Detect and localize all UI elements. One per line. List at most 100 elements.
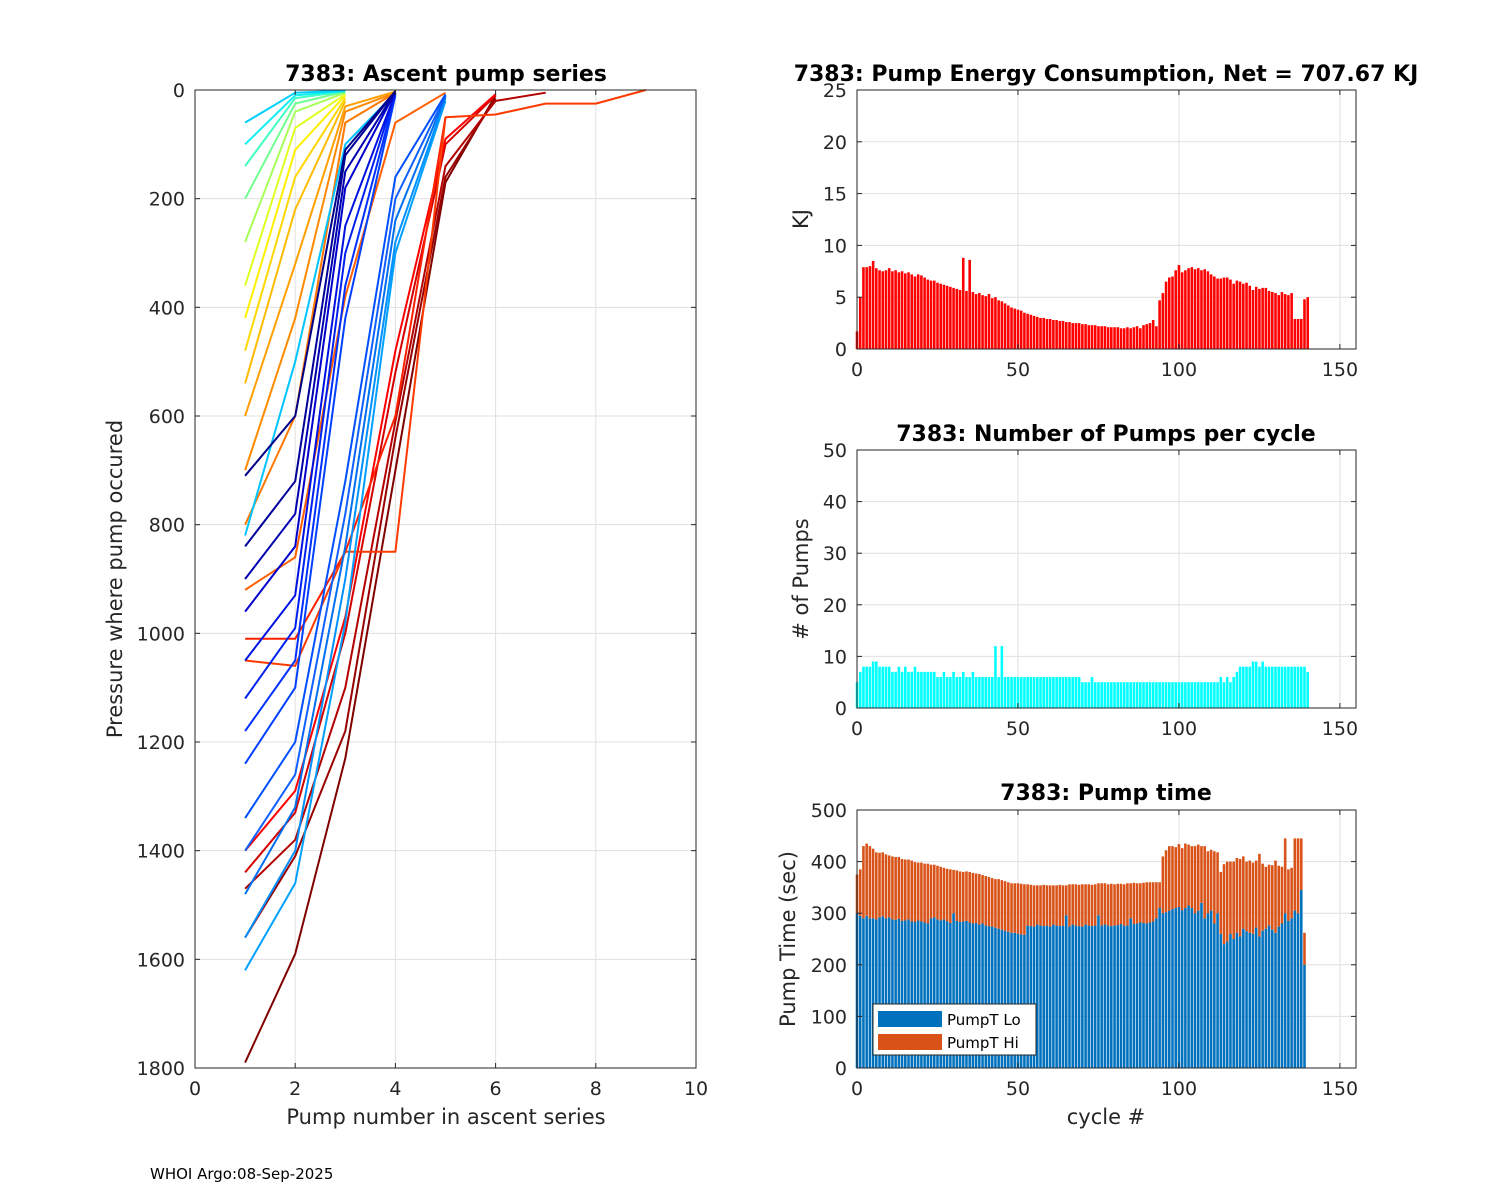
pumps-bar	[978, 677, 981, 708]
pumptime-lo-bar	[1103, 924, 1107, 1068]
pumptime-hi-bar	[1068, 884, 1071, 927]
pumps-bar	[1052, 677, 1055, 708]
pumps-bar	[936, 677, 939, 708]
pumptime-hi-bar	[1238, 859, 1242, 937]
y-tick-label: 1400	[137, 841, 185, 863]
pumptime-lo-bar	[1271, 929, 1274, 1068]
ascent-ylabel: Pressure where pump occured	[103, 420, 127, 738]
pumptime-hi-bar	[916, 862, 920, 921]
pumps-bar	[1296, 666, 1300, 708]
energy-bar	[955, 288, 959, 349]
ascent-series-line	[244, 100, 447, 971]
pumptime-hi-bar	[1052, 885, 1055, 925]
pumps-ylabel: # of Pumps	[789, 518, 813, 640]
pumptime-hi-bar	[1155, 882, 1158, 919]
pumptime-hi-bar	[923, 863, 926, 923]
ascent-series-line	[244, 89, 647, 667]
pumptime-lo-bar	[939, 920, 942, 1068]
pumptime-lo-bar	[1167, 910, 1171, 1068]
pumptime-chart: 0 50 100 150 0 100 200 300 400 500 7383: Pump tim…	[776, 781, 1358, 1129]
pumps-bar	[884, 666, 888, 708]
pumptime-lo-bar	[1071, 924, 1074, 1068]
y-tick-label: 30	[823, 543, 847, 565]
pumps-bar	[994, 646, 997, 708]
x-tick-label: 0	[851, 1078, 863, 1100]
pumptime-lo-bar	[1258, 936, 1261, 1068]
pumptime-hi-bar	[1145, 882, 1149, 924]
pumptime-hi-bar	[1254, 860, 1258, 928]
energy-bar	[1116, 327, 1120, 349]
pumptime-hi-bar	[952, 869, 955, 914]
pumps-bar	[1283, 666, 1287, 708]
pumptime-hi-bar	[1042, 884, 1046, 927]
energy-bar	[1306, 297, 1309, 349]
pumptime-hi-bar	[1013, 883, 1017, 933]
pumps-bar	[1193, 682, 1197, 708]
pumps-bar	[1061, 677, 1065, 708]
pumptime-lo-bar	[987, 926, 991, 1068]
pumptime-lo-bar	[1064, 915, 1068, 1068]
pumptime-hi-bar	[1007, 882, 1010, 932]
y-tick-label: 20	[823, 595, 847, 617]
pumptime-lo-bar	[913, 921, 917, 1068]
pumptime-lo-bar	[1090, 926, 1094, 1068]
pumptime-hi-bar	[1122, 884, 1126, 926]
pumptime-hi-bar	[1261, 863, 1264, 931]
energy-bar	[1151, 319, 1155, 349]
pumptime-hi-bar	[1187, 844, 1190, 906]
pumptime-lo-bar	[994, 927, 997, 1068]
ascent-series-line	[244, 90, 396, 417]
pumps-bar	[1180, 682, 1184, 708]
pumps-bar	[1219, 677, 1223, 708]
pumptime-lo-bar	[1074, 925, 1078, 1068]
energy-bar	[1097, 326, 1100, 349]
pumps-bar	[916, 671, 920, 708]
pumps-bar	[1200, 682, 1203, 708]
pumps-bar	[1254, 661, 1258, 708]
pumptime-lo-bar	[971, 923, 975, 1068]
pumptime-hi-bar	[1296, 838, 1300, 914]
pumptime-hi-bar	[1061, 885, 1065, 926]
pumptime-hi-bar	[1293, 838, 1297, 911]
pumptime-lo-bar	[955, 920, 959, 1068]
pumptime-hi-bar	[955, 870, 959, 921]
pumptime-hi-bar	[897, 856, 901, 919]
energy-bar	[887, 268, 891, 349]
energy-bar	[1155, 326, 1158, 349]
pumps-bar	[952, 671, 955, 708]
pumptime-lo-bar	[1274, 932, 1277, 1068]
y-tick-label: 1000	[137, 623, 185, 645]
energy-bar	[1303, 299, 1306, 349]
pumptime-lo-bar	[949, 923, 952, 1068]
ascent-title: 7383: Ascent pump series	[285, 62, 607, 87]
ascent-series-line	[244, 93, 447, 819]
pumps-bar	[1145, 682, 1149, 708]
pumptime-lo-bar	[1026, 925, 1029, 1068]
x-tick-label: 8	[590, 1078, 602, 1100]
pumptime-hi-bar	[939, 866, 942, 921]
y-tick-label: 10	[823, 235, 847, 257]
energy-bar	[1180, 272, 1184, 349]
pumps-bar	[1290, 666, 1293, 708]
pumptime-hi-bar	[981, 875, 984, 924]
pumptime-lo-bar	[1251, 933, 1255, 1068]
legend-label-lo: PumpT Lo	[947, 1011, 1021, 1029]
pumptime-lo-bar	[907, 919, 910, 1068]
pumptime-lo-bar	[974, 923, 978, 1068]
pumptime-hi-bar	[984, 876, 988, 926]
pumptime-hi-bar	[945, 868, 949, 922]
pumps-bar	[1232, 677, 1235, 708]
pumps-bar	[1010, 677, 1013, 708]
pumptime-hi-bar	[1148, 882, 1152, 923]
pumps-bar	[1039, 677, 1042, 708]
pumptime-hi-bar	[1274, 860, 1277, 933]
pumptime-hi-bar	[1209, 849, 1213, 911]
energy-bar	[1171, 276, 1174, 349]
pumptime-hi-bar	[1193, 846, 1197, 914]
pumps-bar	[1023, 677, 1026, 708]
pumptime-lo-bar	[897, 918, 901, 1068]
energy-bar	[1283, 294, 1287, 349]
pumps-bar	[1042, 677, 1046, 708]
pumps-bar	[1261, 661, 1264, 708]
pumptime-hi-bar	[1287, 869, 1290, 921]
